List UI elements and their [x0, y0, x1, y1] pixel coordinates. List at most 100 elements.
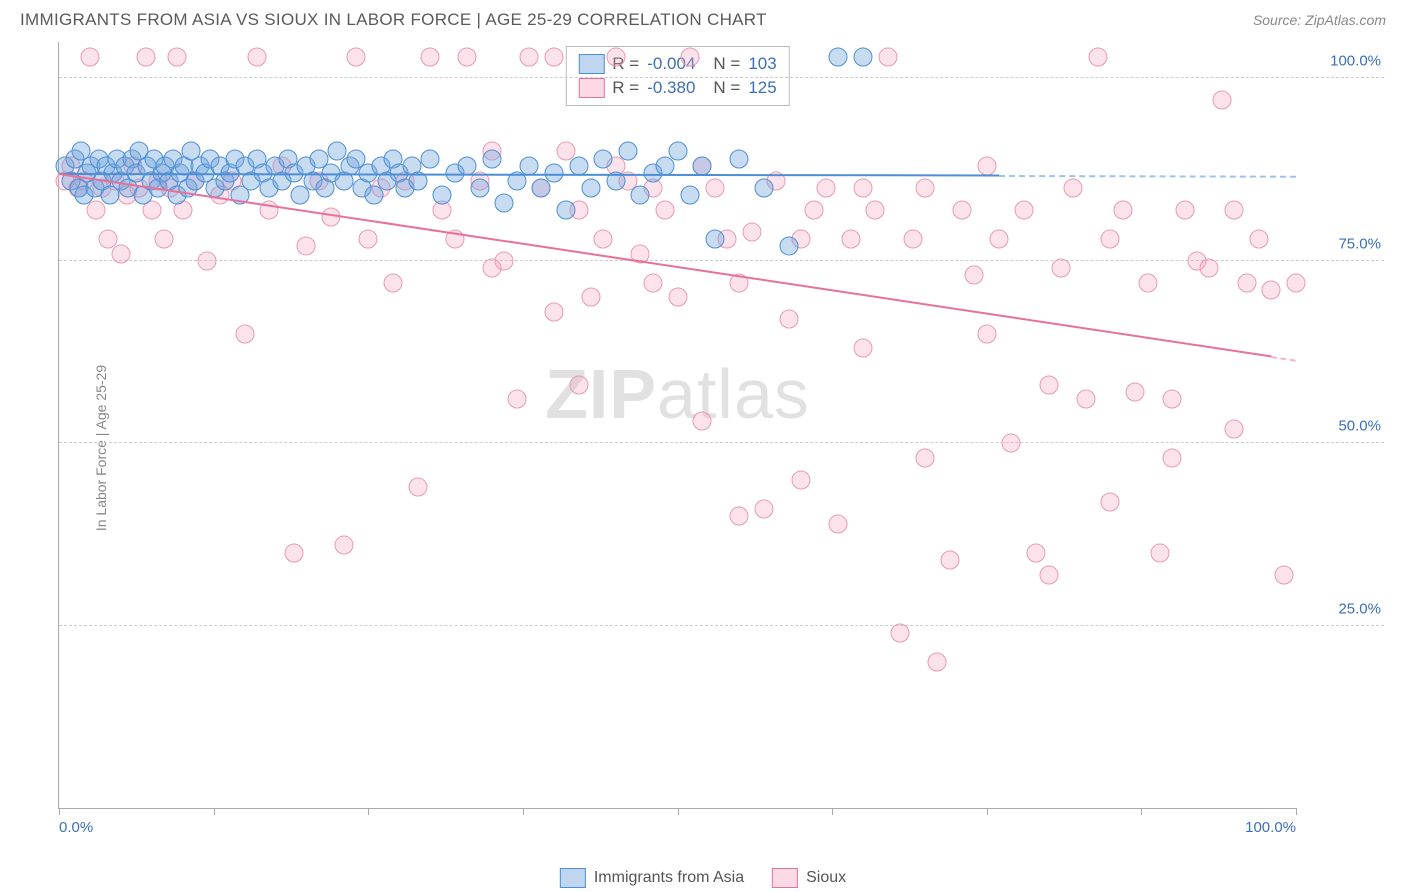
data-point [1262, 281, 1281, 300]
swatch-blue-icon [578, 54, 604, 74]
data-point [136, 47, 155, 66]
y-tick-label: 75.0% [1338, 235, 1381, 252]
data-point [1126, 383, 1145, 402]
data-point [1163, 390, 1182, 409]
data-point [495, 193, 514, 212]
data-point [755, 178, 774, 197]
data-point [1101, 229, 1120, 248]
data-point [507, 390, 526, 409]
data-point [1027, 543, 1046, 562]
x-tick [832, 808, 833, 815]
data-point [482, 149, 501, 168]
data-point [705, 229, 724, 248]
data-point [544, 302, 563, 321]
data-point [458, 47, 477, 66]
data-point [940, 550, 959, 569]
data-point [433, 186, 452, 205]
data-point [1274, 565, 1293, 584]
data-point [1113, 200, 1132, 219]
data-point [990, 229, 1009, 248]
data-point [841, 229, 860, 248]
x-tick [987, 808, 988, 815]
legend-label-asia: Immigrants from Asia [594, 869, 744, 887]
data-point [1076, 390, 1095, 409]
data-point [742, 222, 761, 241]
data-point [594, 229, 613, 248]
legend-label-sioux: Sioux [806, 869, 846, 887]
data-point [779, 310, 798, 329]
data-point [829, 514, 848, 533]
data-point [643, 273, 662, 292]
trend-line [999, 175, 1296, 178]
data-point [285, 543, 304, 562]
data-point [569, 375, 588, 394]
data-point [965, 266, 984, 285]
swatch-blue-icon [560, 868, 586, 888]
legend-n-label: N = [713, 54, 740, 74]
data-point [581, 178, 600, 197]
data-point [730, 149, 749, 168]
gridline [59, 442, 1384, 443]
gridline [59, 77, 1384, 78]
legend-n-label: N = [713, 78, 740, 98]
y-tick-label: 100.0% [1330, 53, 1381, 70]
data-point [235, 324, 254, 343]
data-point [1051, 259, 1070, 278]
data-point [680, 186, 699, 205]
x-tick-label: 0.0% [59, 819, 93, 836]
data-point [755, 499, 774, 518]
data-point [297, 237, 316, 256]
data-point [383, 273, 402, 292]
data-point [1150, 543, 1169, 562]
data-point [1039, 375, 1058, 394]
x-tick [1141, 808, 1142, 815]
data-point [520, 157, 539, 176]
legend-item-asia: Immigrants from Asia [560, 868, 744, 888]
data-point [977, 157, 996, 176]
data-point [581, 288, 600, 307]
data-point [730, 507, 749, 526]
plot-region: ZIPatlas R = -0.004 N = 103 R = -0.380 N… [58, 42, 1296, 809]
data-point [829, 47, 848, 66]
data-point [408, 478, 427, 497]
data-point [1225, 419, 1244, 438]
legend-item-sioux: Sioux [772, 868, 846, 888]
data-point [977, 324, 996, 343]
data-point [816, 178, 835, 197]
correlation-legend: R = -0.004 N = 103 R = -0.380 N = 125 [565, 46, 789, 106]
data-point [854, 47, 873, 66]
gridline [59, 260, 1384, 261]
data-point [680, 47, 699, 66]
data-point [557, 200, 576, 219]
x-tick [214, 808, 215, 815]
gridline [59, 625, 1384, 626]
data-point [247, 47, 266, 66]
x-tick [1296, 808, 1297, 815]
data-point [915, 178, 934, 197]
data-point [705, 178, 724, 197]
data-point [792, 470, 811, 489]
data-point [1287, 273, 1306, 292]
x-tick [59, 808, 60, 815]
data-point [544, 47, 563, 66]
data-point [421, 47, 440, 66]
data-point [1089, 47, 1108, 66]
y-tick-label: 25.0% [1338, 600, 1381, 617]
x-tick-label: 100.0% [1245, 819, 1296, 836]
data-point [80, 47, 99, 66]
data-point [470, 178, 489, 197]
data-point [1138, 273, 1157, 292]
legend-r-value-sioux: -0.380 [647, 78, 695, 98]
data-point [1200, 259, 1219, 278]
legend-r-label: R = [612, 78, 639, 98]
legend-n-value-asia: 103 [748, 54, 776, 74]
data-point [854, 339, 873, 358]
watermark: ZIPatlas [545, 354, 810, 434]
data-point [619, 142, 638, 161]
data-point [155, 229, 174, 248]
data-point [866, 200, 885, 219]
data-point [693, 412, 712, 431]
data-point [1014, 200, 1033, 219]
data-point [779, 237, 798, 256]
data-point [668, 142, 687, 161]
